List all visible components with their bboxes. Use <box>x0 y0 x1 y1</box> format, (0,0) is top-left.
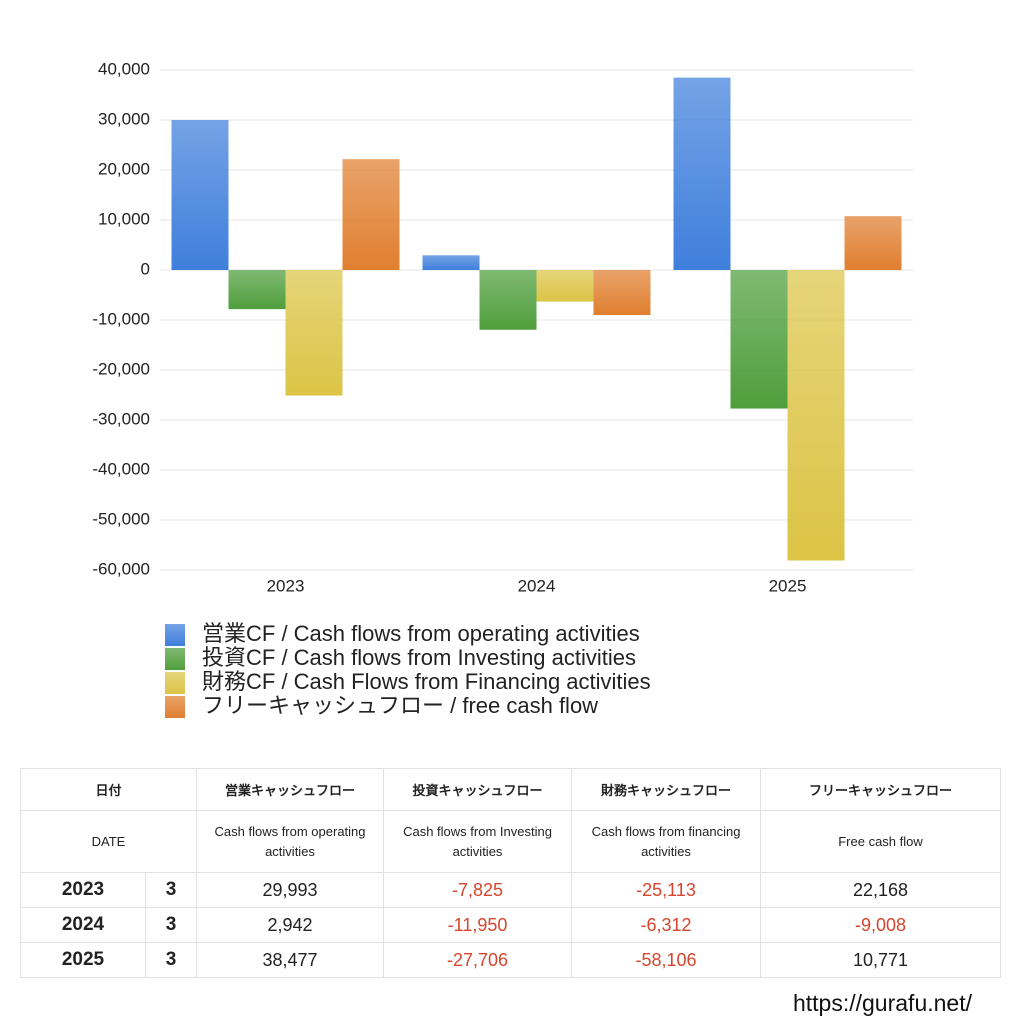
legend-label: フリーキャッシュフロー / free cash flow <box>202 693 598 718</box>
subheader-cell: Cash flows from financing activities <box>571 810 762 873</box>
x-tick-label: 2024 <box>518 576 556 595</box>
subheader-cell: Cash flows from Investing activities <box>383 810 573 873</box>
y-tick-label: 0 <box>141 259 150 278</box>
table-cell: 29,993 <box>196 872 385 908</box>
header-cell: 日付 <box>19 768 198 811</box>
bar <box>536 270 594 302</box>
table-cell: 2,942 <box>196 907 385 943</box>
y-tick-label: -40,000 <box>92 459 150 478</box>
table-cell: 3 <box>144 942 198 978</box>
table-cell: 38,477 <box>196 942 385 978</box>
header-cell: 投資キャッシュフロー <box>383 768 573 811</box>
subheader-cell: DATE <box>19 810 198 873</box>
bar <box>285 270 343 396</box>
y-tick-label: -10,000 <box>92 309 150 328</box>
subheader-cell: Cash flows from operating activities <box>196 810 385 873</box>
y-tick-label: 40,000 <box>98 59 150 78</box>
footer-url: https://gurafu.net/ <box>792 990 972 1016</box>
table-cell: 10,771 <box>760 942 1002 978</box>
bar <box>171 120 229 270</box>
bar <box>342 159 400 270</box>
legend-swatch <box>165 648 185 670</box>
table-cell: -7,825 <box>383 872 573 908</box>
table-cell: 2025 <box>20 942 146 978</box>
y-tick-label: -30,000 <box>92 409 150 428</box>
table-cell: 3 <box>144 872 198 908</box>
table-cell: 2023 <box>20 872 146 908</box>
table-cell: -6,312 <box>571 907 762 943</box>
y-tick-label: -50,000 <box>92 509 150 528</box>
legend-label: 財務CF / Cash Flows from Financing activit… <box>202 669 651 694</box>
table-cell: -11,950 <box>383 907 573 943</box>
header-row: 日付 営業キャッシュフロー 投資キャッシュフロー 財務キャッシュフロー フリーキ… <box>19 768 1002 811</box>
header-cell: 営業キャッシュフロー <box>196 768 385 811</box>
data-row: 2023 3 29,993 -7,825 -25,113 22,168 <box>20 872 1002 908</box>
legend-label: 営業CF / Cash flows from operating activit… <box>202 621 640 646</box>
table-cell: -9,008 <box>760 907 1002 943</box>
legend-label: 投資CF / Cash flows from Investing activit… <box>202 645 636 670</box>
y-tick-label: -20,000 <box>92 359 150 378</box>
bar <box>844 216 902 270</box>
bar <box>787 270 845 561</box>
bar <box>593 270 651 316</box>
table-cell: -58,106 <box>571 942 762 978</box>
data-row: 2025 3 38,477 -27,706 -58,106 10,771 <box>20 942 1002 978</box>
data-row: 2024 3 2,942 -11,950 -6,312 -9,008 <box>20 907 1002 943</box>
bar <box>730 270 788 409</box>
subheader-cell: Free cash flow <box>760 810 1002 873</box>
y-tick-label: 30,000 <box>98 109 150 128</box>
header-cell: 財務キャッシュフロー <box>571 768 762 811</box>
table-cell: 3 <box>144 907 198 943</box>
legend-swatch <box>165 696 185 718</box>
table-cell: -27,706 <box>383 942 573 978</box>
bar <box>228 270 286 310</box>
table-cell: 2024 <box>20 907 146 943</box>
bar <box>673 77 731 271</box>
x-tick-label: 2025 <box>769 576 807 595</box>
table-cell: -25,113 <box>571 872 762 908</box>
y-tick-label: 20,000 <box>98 159 150 178</box>
y-tick-label: -60,000 <box>92 559 150 578</box>
subheader-row: DATE Cash flows from operating activitie… <box>19 810 1002 873</box>
x-tick-label: 2023 <box>267 576 305 595</box>
data-table: 日付 営業キャッシュフロー 投資キャッシュフロー 財務キャッシュフロー フリーキ… <box>19 768 1002 978</box>
chart: -60,000 -50,000 -40,000 -30,000 -20,000 -10,0… <box>92 59 913 718</box>
legend-swatch <box>165 672 185 694</box>
header-cell: フリーキャッシュフロー <box>760 768 1002 811</box>
y-tick-label: 10,000 <box>98 209 150 228</box>
bar <box>479 270 537 330</box>
legend-swatch <box>165 624 185 646</box>
bar <box>422 255 480 270</box>
table-cell: 22,168 <box>760 872 1002 908</box>
